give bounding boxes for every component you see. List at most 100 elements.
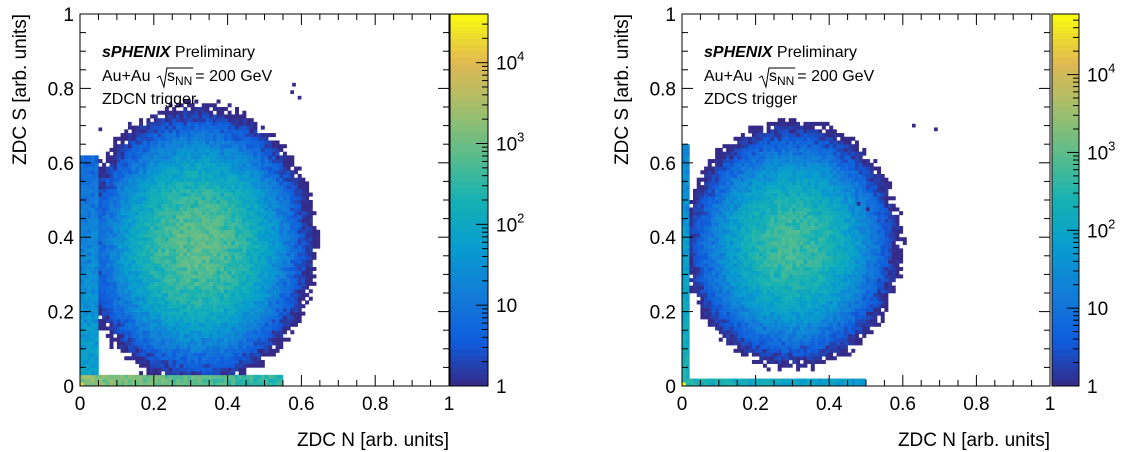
heatmap-cell [187, 330, 191, 335]
heatmap-cell [91, 177, 96, 182]
heatmap-cell [308, 200, 313, 205]
heatmap-cell [294, 240, 299, 245]
heatmap-cell [220, 371, 225, 376]
heatmap-cell [297, 278, 302, 283]
heatmap-cell [271, 293, 276, 298]
heatmap-cell [704, 304, 709, 309]
heatmap-cell [80, 240, 84, 245]
heatmap-cell [146, 237, 151, 242]
heatmap-cell [179, 211, 184, 216]
colorbar-segment [450, 317, 488, 325]
heatmap-cell [201, 114, 206, 119]
heatmap-cell [216, 226, 221, 231]
heatmap-cell [246, 121, 251, 126]
heatmap-cell [91, 244, 96, 249]
heatmap-cell [175, 222, 180, 227]
heatmap-outlier-cell [98, 127, 103, 132]
heatmap-cell [682, 341, 686, 346]
heatmap-cell [707, 319, 712, 324]
heatmap-cell [146, 270, 151, 275]
heatmap-cell [150, 255, 155, 260]
heatmap-cell [135, 337, 140, 342]
heatmap-cell [718, 378, 723, 383]
heatmap-cell [220, 311, 225, 316]
colorbar-segment [450, 367, 488, 374]
heatmap-cell [257, 173, 262, 178]
heatmap-cell [142, 244, 147, 249]
heatmap-cell [689, 200, 694, 205]
heatmap-cell [194, 348, 199, 353]
heatmap-cell [260, 296, 265, 301]
heatmap-cell [286, 207, 291, 212]
heatmap-cell [290, 255, 295, 260]
heatmap-cell [715, 293, 720, 298]
heatmap-cell [161, 151, 166, 156]
heatmap-cell [146, 266, 151, 271]
heatmap-cell [242, 233, 247, 238]
heatmap-cell [91, 173, 96, 178]
heatmap-cell [172, 263, 177, 268]
heatmap-cell [249, 252, 254, 257]
heatmap-cell [131, 188, 136, 193]
heatmap-cell [201, 140, 206, 145]
heatmap-cell [179, 296, 184, 301]
heatmap-cell [209, 330, 214, 335]
heatmap-cell [94, 326, 99, 331]
heatmap-cell [305, 274, 310, 279]
heatmap-cell [183, 185, 188, 190]
heatmap-cell [242, 151, 247, 156]
heatmap-cell [290, 233, 295, 238]
heatmap-cell [729, 151, 734, 156]
heatmap-cell [139, 226, 144, 231]
heatmap-cell [223, 173, 228, 178]
heatmap-cell [696, 203, 701, 208]
heatmap-cell [179, 274, 184, 279]
heatmap-cell [693, 255, 698, 260]
heatmap-cell [271, 188, 276, 193]
heatmap-cell [231, 337, 236, 342]
heatmap-cell [142, 378, 147, 383]
heatmap-cell [190, 229, 195, 234]
heatmap-cell [194, 155, 199, 160]
heatmap-cell [700, 240, 705, 245]
heatmap-cell [290, 177, 295, 182]
heatmap-cell [150, 266, 155, 271]
heatmap-cell [282, 244, 287, 249]
heatmap-cell [707, 293, 712, 298]
heatmap-cell [161, 281, 166, 286]
heatmap-cell [102, 181, 107, 186]
heatmap-cell [682, 181, 686, 186]
heatmap-cell [253, 177, 258, 182]
heatmap-cell [257, 255, 262, 260]
heatmap-cell [135, 196, 140, 201]
heatmap-cell [142, 229, 147, 234]
heatmap-cell [234, 289, 239, 294]
heatmap-cell [80, 229, 84, 234]
heatmap-cell [242, 218, 247, 223]
heatmap-cell [198, 155, 203, 160]
heatmap-cell [124, 322, 129, 327]
heatmap-cell [80, 304, 84, 309]
heatmap-cell [271, 222, 276, 227]
heatmap-cell [275, 255, 280, 260]
heatmap-cell [198, 107, 203, 112]
heatmap-cell [105, 285, 110, 290]
heatmap-cell [198, 133, 203, 138]
heatmap-cell [161, 140, 166, 145]
heatmap-cell [175, 270, 180, 275]
heatmap-cell [146, 185, 151, 190]
heatmap-cell [164, 121, 169, 126]
heatmap-cell [116, 293, 121, 298]
heatmap-cell [729, 144, 734, 149]
heatmap-cell [105, 382, 110, 387]
heatmap-cell [220, 200, 225, 205]
heatmap-cell [249, 173, 254, 178]
heatmap-cell [153, 222, 158, 227]
heatmap-cell [729, 285, 734, 290]
heatmap-cell [242, 304, 247, 309]
heatmap-cell [279, 281, 284, 286]
heatmap-cell [294, 278, 299, 283]
heatmap-cell [257, 144, 262, 149]
heatmap-cell [139, 326, 144, 331]
heatmap-cell [194, 352, 199, 357]
